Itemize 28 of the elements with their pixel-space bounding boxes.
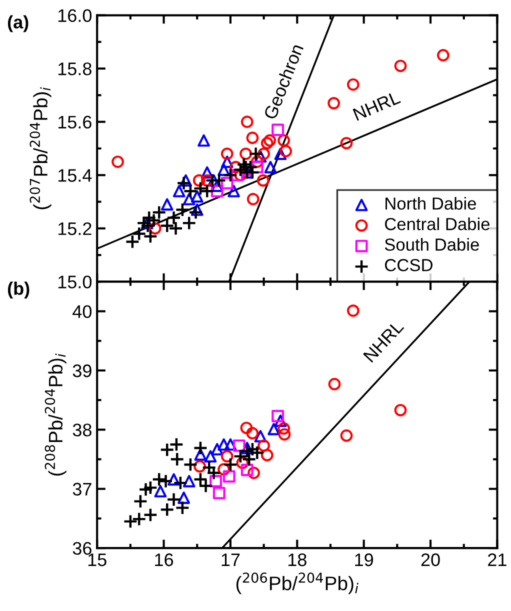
x-tick-label: 16 [155, 553, 174, 566]
legend-label: Central Dabie [384, 217, 490, 230]
y-tick-label: 36 [72, 542, 92, 555]
x-tick-label: 17 [222, 554, 240, 566]
x-tick-label: 18 [288, 553, 306, 566]
x-axis-title: ($^{206}$Pb/$^{204}$Pb)$_{i}$ [236, 572, 358, 594]
x-tick-label: 21 [488, 553, 506, 566]
chart-title: (a) [8, 15, 28, 32]
x-tick-label: 20 [421, 553, 440, 566]
y-tick-label: 16.0 [58, 9, 92, 22]
y-tick-label: 40 [72, 305, 92, 318]
x-tick-label: 19 [355, 553, 374, 566]
y-tick-label: 39 [72, 364, 92, 378]
legend-label: South Dabie [384, 238, 479, 251]
text: NHRL [352, 90, 401, 121]
chart-title: (b) [8, 282, 30, 298]
y-tick-label: 15.8 [58, 62, 92, 76]
y-tick-label: 15.0 [58, 276, 92, 288]
y-tick-label: 15.2 [58, 222, 92, 236]
y-tick-label: 15.4 [58, 169, 92, 182]
y-axis-title: ($^{208}$Pb/$^{204}$Pb)$_{i}$ [44, 354, 66, 476]
y-tick-label: 15.6 [58, 116, 92, 129]
y-tick-label: 37 [72, 482, 92, 496]
y-tick-label: 38 [72, 424, 92, 436]
y-axis-title: ($^{207}$Pb/$^{204}$Pb)$_{i}$ [30, 87, 52, 210]
x-tick-label: 15 [88, 554, 106, 566]
legend-label: North Dabie [386, 196, 476, 210]
legend-label: CCSD [384, 259, 432, 272]
